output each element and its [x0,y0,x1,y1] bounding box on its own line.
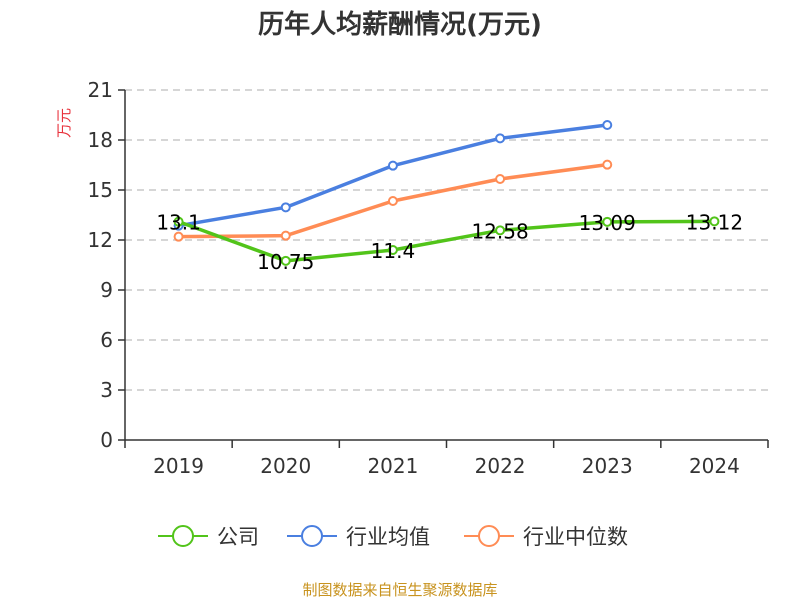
data-point [280,202,291,213]
legend-marker [478,525,500,547]
legend-label: 行业均值 [346,525,430,549]
data-point [387,245,398,255]
x-tick-label: 2020 [260,454,311,478]
source-note: 制图数据来自恒生聚源数据库 [302,581,497,599]
data-label: 13.12 [686,210,743,234]
legend-label: 公司 [217,525,259,549]
y-tick-label: 6 [100,328,113,352]
data-point [280,255,291,266]
legend-marker [172,525,194,547]
data-label: 11.4 [371,239,416,263]
data-label: 10.75 [257,250,314,274]
data-point [602,120,613,130]
series-line [177,219,715,263]
data-point [602,216,613,227]
chart-title: 历年人均薪酬情况(万元) [258,9,542,40]
y-tick-label: 21 [88,78,113,102]
data-label: 12.58 [471,219,528,243]
data-point [709,216,720,227]
data-label: 13.1 [156,211,201,235]
x-tick-label: 2019 [153,454,204,478]
y-tick-label: 18 [88,128,113,152]
y-tick-label: 12 [88,228,113,252]
data-point [387,196,398,206]
data-point [173,216,184,227]
data-point [495,174,506,184]
x-tick-label: 2023 [582,454,633,478]
data-label: 13.09 [579,211,636,235]
legend-marker [301,525,323,547]
data-point [495,133,506,144]
data-point [387,160,398,171]
x-tick-label: 2021 [367,454,418,478]
data-point [602,159,613,170]
y-tick-label: 3 [100,378,113,402]
data-point [495,225,506,236]
legend-label: 行业中位数 [523,525,628,549]
y-tick-label: 0 [100,428,113,452]
data-point [280,230,291,241]
x-tick-label: 2024 [689,454,740,478]
data-point [173,231,184,242]
y-tick-label: 15 [88,178,113,202]
y-axis-label: 万元 [55,108,73,138]
x-tick-label: 2022 [475,454,526,478]
y-tick-label: 9 [100,278,113,302]
